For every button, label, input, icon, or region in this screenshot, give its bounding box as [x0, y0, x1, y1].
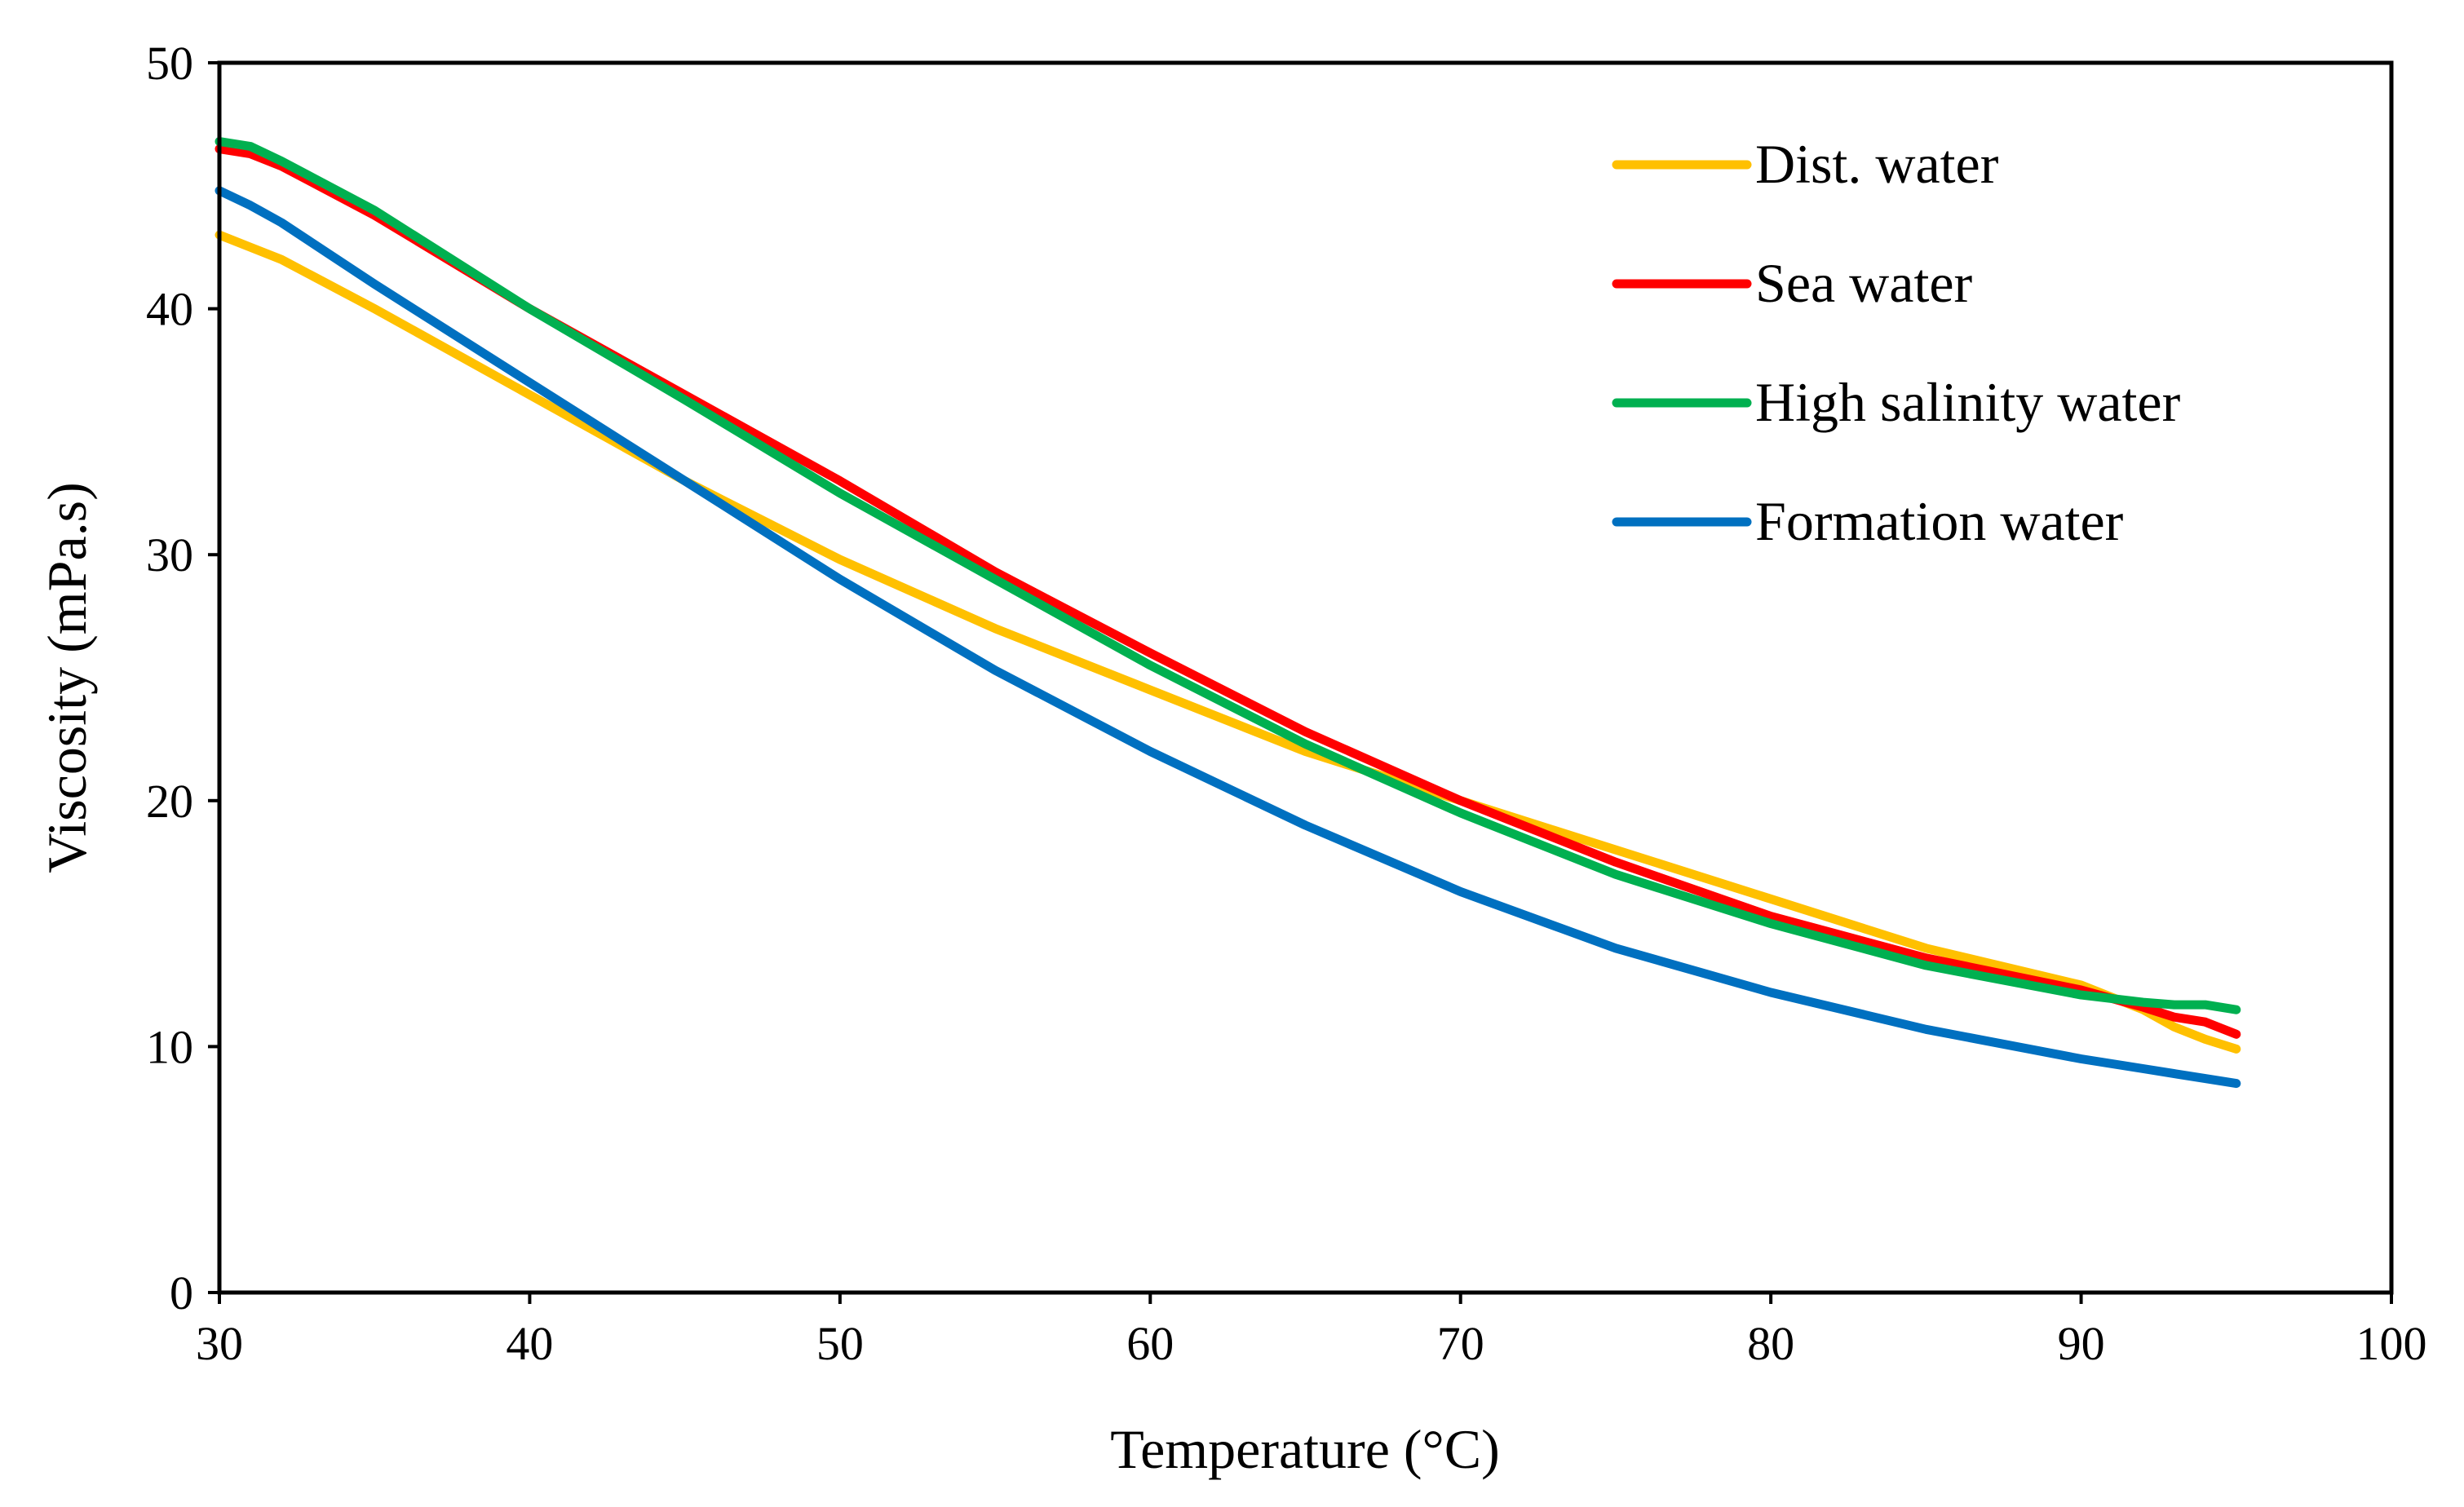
x-tick-label: 60 [1126, 1317, 1174, 1370]
tick-layer: 30 40 50 60 70 80 90 100 0 10 20 30 40 50 [146, 37, 2427, 1370]
y-tick-label: 0 [170, 1266, 193, 1319]
y-tick-label: 20 [146, 775, 193, 828]
legend-label-high-salinity-water: High salinity water [1755, 371, 2181, 433]
legend-label-dist-water: Dist. water [1755, 133, 1999, 195]
x-tick-label: 50 [816, 1317, 864, 1370]
y-tick-label: 50 [146, 37, 193, 90]
x-tick-label: 90 [2058, 1317, 2105, 1370]
plot-area-frame [217, 60, 2394, 1295]
series-line-formation-water [215, 186, 2241, 1089]
legend: Dist. water Sea water High salinity water F… [1612, 133, 2181, 552]
x-tick-label: 40 [506, 1317, 553, 1370]
legend-label-formation-water: Formation water [1755, 490, 2124, 552]
series-layer [215, 137, 2241, 1089]
y-axis-title: Viscosity (mPa.s) [36, 482, 98, 873]
y-tick-label: 40 [146, 283, 193, 336]
series-line-high-salinity-water [215, 137, 2241, 1014]
x-tick-label: 70 [1437, 1317, 1484, 1370]
x-tick-label: 30 [196, 1317, 243, 1370]
y-tick-label: 10 [146, 1020, 193, 1073]
x-axis-title: Temperature (°C) [1110, 1418, 1499, 1480]
y-tick-label: 30 [146, 528, 193, 581]
x-tick-label: 80 [1747, 1317, 1794, 1370]
x-tick-label: 100 [2356, 1317, 2427, 1370]
legend-label-sea-water: Sea water [1755, 252, 1973, 314]
